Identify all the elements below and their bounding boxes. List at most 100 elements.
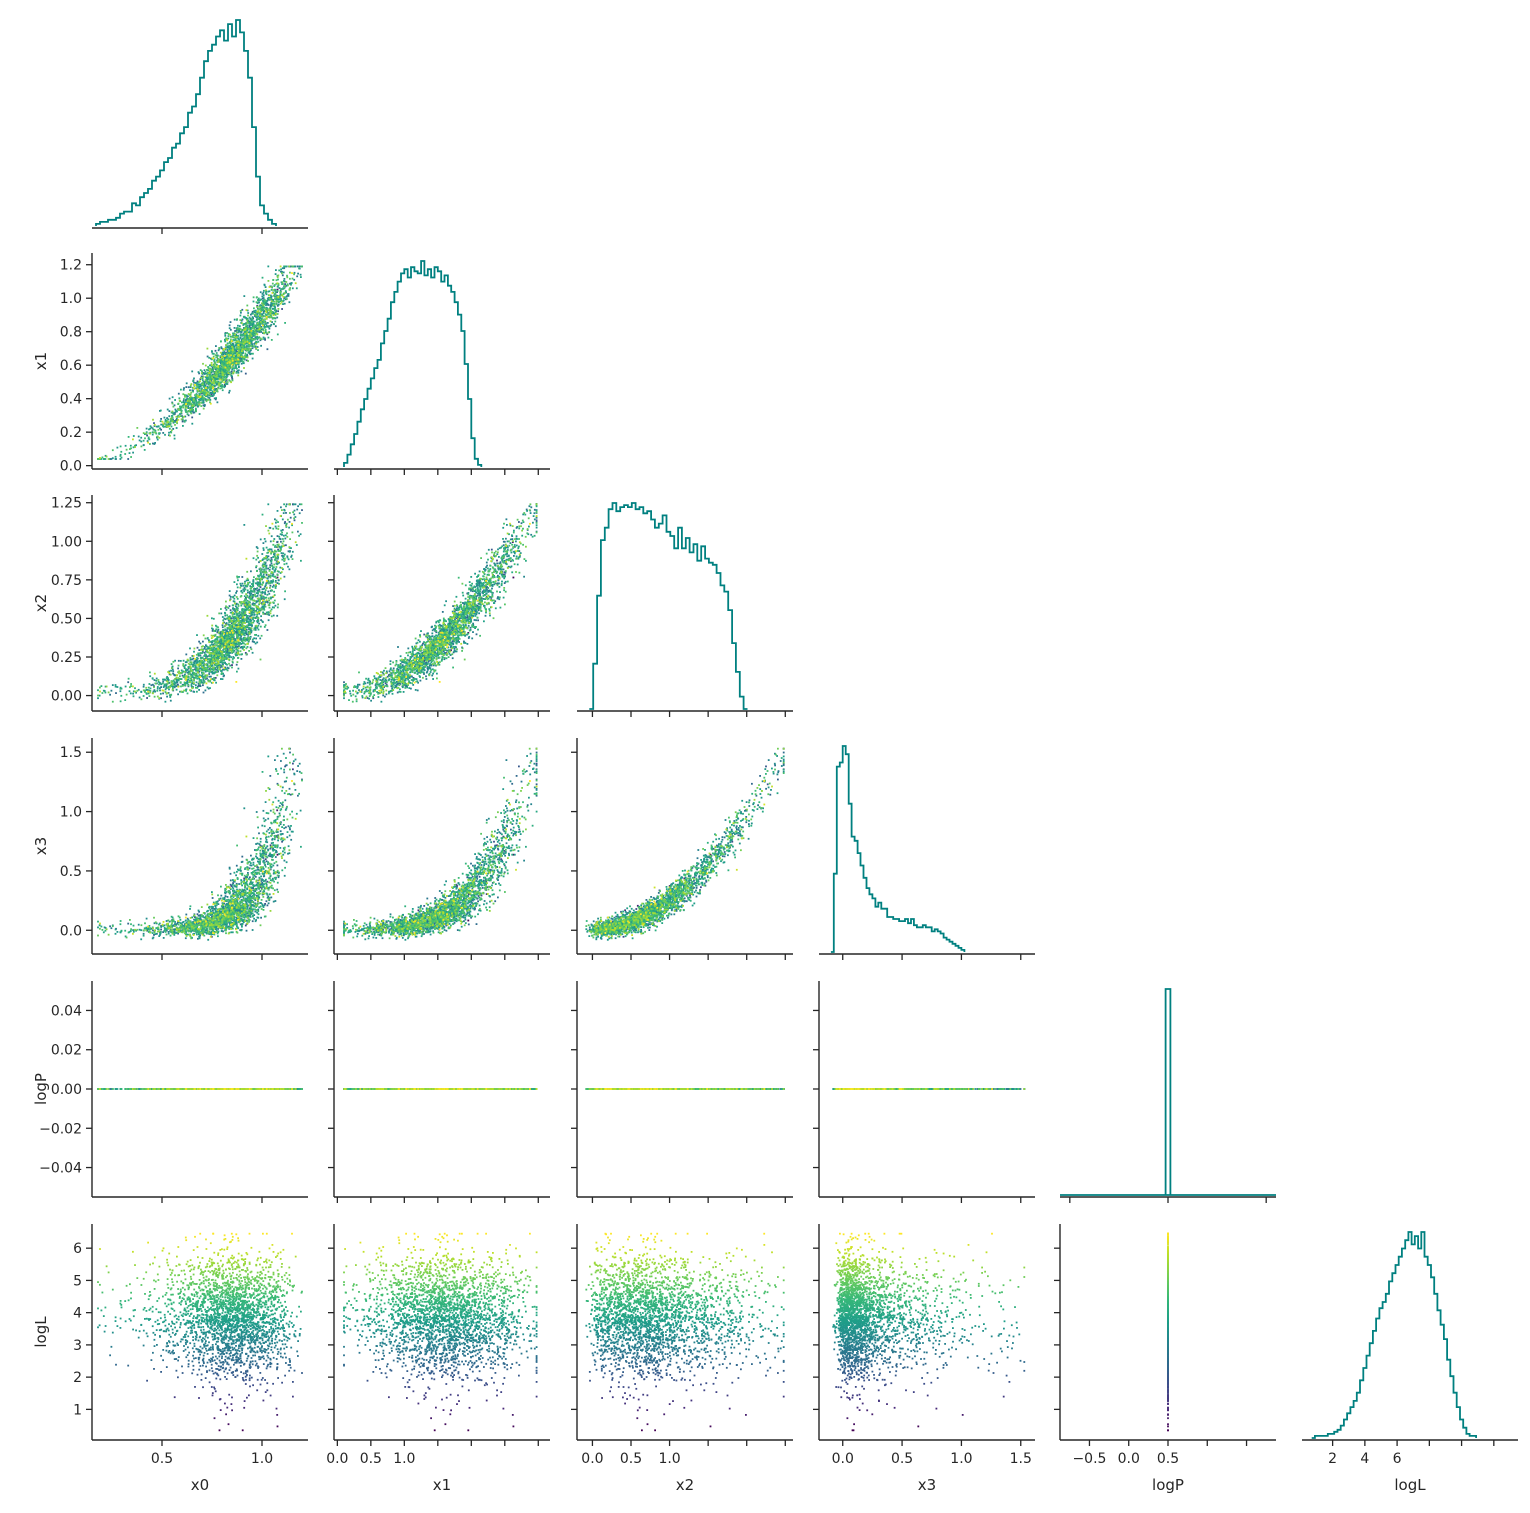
scatter-point: [301, 266, 303, 268]
scatter-point: [256, 301, 258, 303]
scatter-point: [276, 279, 278, 281]
scatter-point: [271, 339, 273, 341]
scatter-point: [202, 382, 204, 384]
panel-x1-vs-x0: 0.00.20.40.60.81.01.2x1: [32, 253, 308, 475]
scatter-point: [152, 427, 154, 429]
scatter-point: [209, 365, 211, 367]
scatter-point: [249, 337, 251, 339]
scatter-point: [134, 446, 136, 448]
scatter-point: [282, 529, 284, 531]
scatter-point: [269, 286, 271, 288]
scatter-point: [221, 356, 223, 358]
scatter-point: [166, 426, 168, 428]
scatter-point: [225, 367, 227, 369]
scatter-point: [266, 318, 268, 320]
scatter-point: [126, 449, 128, 451]
scatter-point: [243, 343, 245, 345]
scatter-point: [263, 337, 265, 339]
scatter-point: [257, 299, 259, 301]
scatter-point: [262, 309, 264, 311]
scatter-point: [179, 406, 181, 408]
scatter-point: [284, 283, 286, 285]
scatter-point: [252, 332, 254, 334]
scatter-point: [158, 429, 160, 431]
scatter-point: [215, 350, 217, 352]
scatter-point: [219, 388, 221, 390]
scatter-point: [185, 400, 187, 402]
scatter-point: [230, 329, 232, 331]
scatter-point: [233, 355, 235, 357]
scatter-point: [265, 286, 267, 288]
scatter-point: [286, 298, 288, 300]
scatter-point: [246, 305, 248, 307]
scatter-point: [261, 327, 263, 329]
scatter-point: [248, 328, 250, 330]
scatter-point: [254, 325, 256, 327]
scatter-point: [236, 336, 238, 338]
scatter-point: [297, 273, 299, 275]
scatter-point: [188, 411, 190, 413]
scatter-point: [195, 408, 197, 410]
scatter-point: [284, 285, 286, 287]
scatter-point: [248, 335, 250, 337]
scatter-point: [183, 416, 185, 418]
scatter-point: [259, 328, 261, 330]
scatter-point: [227, 343, 229, 345]
scatter-point: [271, 557, 273, 559]
scatter-point: [217, 401, 219, 403]
scatter-point: [250, 353, 252, 355]
scatter-point: [291, 272, 293, 274]
scatter-point: [159, 428, 161, 430]
scatter-point: [273, 314, 275, 316]
scatter-point: [206, 382, 208, 384]
scatter-point: [235, 364, 237, 366]
scatter-point: [289, 521, 291, 523]
scatter-point: [227, 375, 229, 377]
scatter-point: [271, 321, 273, 323]
scatter-point: [238, 366, 240, 368]
scatter-point: [183, 389, 185, 391]
scatter-point: [296, 287, 298, 289]
y-tick-label: 0.2: [60, 425, 82, 441]
scatter-point: [247, 360, 249, 362]
scatter-point: [239, 337, 241, 339]
scatter-point: [223, 381, 225, 383]
scatter-point: [186, 407, 188, 409]
scatter-point: [243, 295, 245, 297]
scatter-point: [105, 458, 107, 460]
scatter-point: [232, 349, 234, 351]
scatter-point: [140, 437, 142, 439]
scatter-point: [248, 352, 250, 354]
scatter-point: [257, 341, 259, 343]
scatter-point: [188, 404, 190, 406]
scatter-point: [160, 424, 162, 426]
scatter-point: [243, 323, 245, 325]
scatter-point: [247, 312, 249, 314]
scatter-point: [255, 343, 257, 345]
scatter-point: [200, 369, 202, 371]
scatter-point: [277, 275, 279, 277]
scatter-point: [278, 270, 280, 272]
scatter-point: [115, 456, 117, 458]
scatter-point: [230, 357, 232, 359]
scatter-point: [224, 353, 226, 355]
scatter-point: [239, 325, 241, 327]
scatter-point: [228, 379, 230, 381]
scatter-point: [194, 384, 196, 386]
scatter-point: [195, 410, 197, 412]
scatter-point: [199, 413, 201, 415]
scatter-point: [212, 388, 214, 390]
scatter-point: [237, 325, 239, 327]
scatter-point: [173, 406, 175, 408]
scatter-point: [190, 392, 192, 394]
scatter-point: [220, 346, 222, 348]
scatter-point: [248, 348, 250, 350]
scatter-points: [97, 266, 303, 460]
scatter-point: [171, 426, 173, 428]
scatter-point: [174, 424, 176, 426]
scatter-point: [170, 423, 172, 425]
scatter-point: [154, 424, 156, 426]
scatter-point: [167, 418, 169, 420]
scatter-point: [208, 372, 210, 374]
